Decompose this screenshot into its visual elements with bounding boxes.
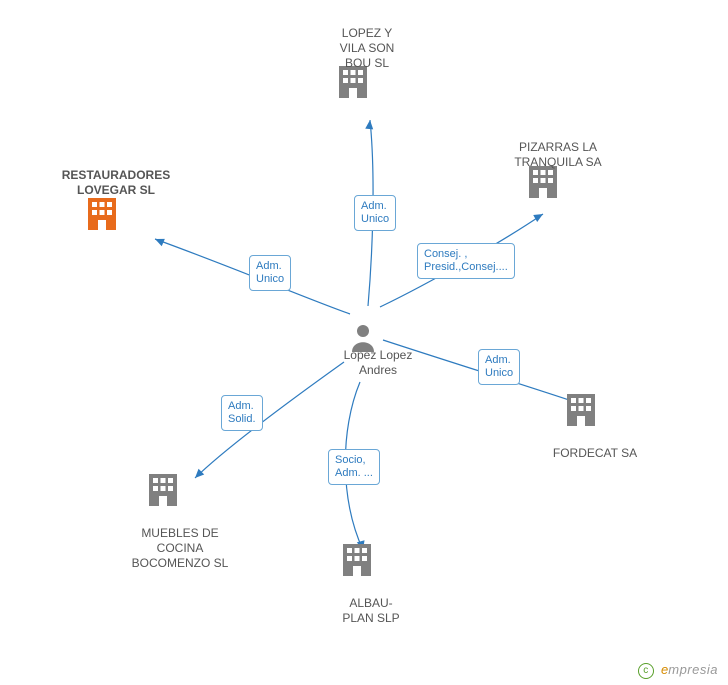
- edge-label: Consej. , Presid.,Consej....: [417, 243, 515, 279]
- edge-label: Adm. Solid.: [221, 395, 263, 431]
- edge-label: Adm. Unico: [354, 195, 396, 231]
- building-icon: [529, 166, 557, 198]
- company-node-label: ALBAU- PLAN SLP: [326, 596, 416, 626]
- company-node-label: RESTAURADORES LOVEGAR SL: [36, 168, 196, 198]
- edge-line: [195, 362, 344, 478]
- edge-arrow: [365, 120, 374, 130]
- building-icon: [567, 394, 595, 426]
- building-icon: [149, 474, 177, 506]
- company-node-label: MUEBLES DE COCINA BOCOMENZO SL: [110, 526, 250, 571]
- building-icon: [88, 198, 116, 230]
- company-node-label: LOPEZ Y VILA SON BOU SL: [322, 26, 412, 71]
- company-node-label: PIZARRAS LA TRANQUILA SA: [498, 140, 618, 170]
- building-icon: [343, 544, 371, 576]
- edge-label: Adm. Unico: [478, 349, 520, 385]
- edge-arrow: [533, 211, 545, 222]
- edge-arrow: [153, 235, 164, 246]
- company-node-label: FORDECAT SA: [540, 446, 650, 461]
- edge-label: Adm. Unico: [249, 255, 291, 291]
- center-node-label: Lopez Lopez Andres: [333, 348, 423, 378]
- edge-label: Socio, Adm. ...: [328, 449, 380, 485]
- diagram-canvas: [0, 0, 728, 685]
- watermark: c empresia: [638, 662, 718, 679]
